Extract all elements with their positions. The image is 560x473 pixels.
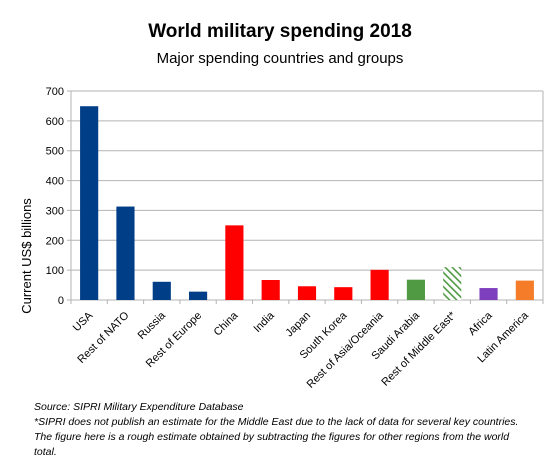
y-tick-label: 400 bbox=[46, 176, 64, 188]
y-axis-label: Current US$ billions bbox=[19, 198, 34, 314]
chart-footnote: Source: SIPRI Military Expenditure Datab… bbox=[34, 400, 534, 460]
bars bbox=[80, 106, 534, 300]
x-tick-label: Russia bbox=[136, 309, 169, 342]
bar-usa bbox=[80, 106, 99, 300]
chart-title: World military spending 2018 bbox=[148, 21, 412, 42]
bar-rest-of-asia-oceania bbox=[370, 269, 389, 300]
bar-south-korea bbox=[334, 287, 353, 300]
bar-russia bbox=[152, 281, 171, 300]
x-tick-label: China bbox=[212, 309, 241, 338]
x-tick-label: USA bbox=[71, 309, 96, 334]
bar-latin-america bbox=[515, 280, 534, 300]
y-tick-label: 700 bbox=[46, 86, 64, 98]
bar-africa bbox=[479, 288, 498, 300]
y-axis-ticks: 0 100 200 300 400 500 600 700 bbox=[46, 86, 64, 307]
y-tick-label: 600 bbox=[46, 116, 64, 128]
x-tick-label: India bbox=[251, 309, 277, 335]
y-tick-label: 0 bbox=[58, 295, 64, 307]
y-tick-label: 500 bbox=[46, 146, 64, 158]
x-tick-label: Rest of Middle East* bbox=[379, 309, 458, 388]
gridlines bbox=[67, 90, 544, 304]
bar-india bbox=[261, 279, 280, 300]
bar-rest-of-nato bbox=[116, 206, 135, 300]
bar-rest-of-middle-east bbox=[443, 267, 462, 300]
y-tick-label: 300 bbox=[46, 205, 64, 217]
bar-rest-of-europe bbox=[189, 291, 208, 300]
chart-subtitle: Major spending countries and groups bbox=[157, 50, 404, 67]
y-tick-label: 100 bbox=[46, 265, 64, 277]
x-tick-label: Japan bbox=[283, 310, 313, 340]
y-tick-label: 200 bbox=[46, 235, 64, 247]
bar-japan bbox=[297, 286, 317, 300]
bar-china bbox=[225, 225, 244, 300]
military-spending-chart: World military spending 2018 Major spend… bbox=[19, 21, 544, 391]
middle-east-note: *SIPRI does not publish an estimate for … bbox=[34, 416, 519, 458]
bar-saudi-arabia bbox=[406, 279, 425, 300]
source-note: Source: SIPRI Military Expenditure Datab… bbox=[34, 401, 244, 413]
x-tick-label: Africa bbox=[466, 309, 495, 338]
